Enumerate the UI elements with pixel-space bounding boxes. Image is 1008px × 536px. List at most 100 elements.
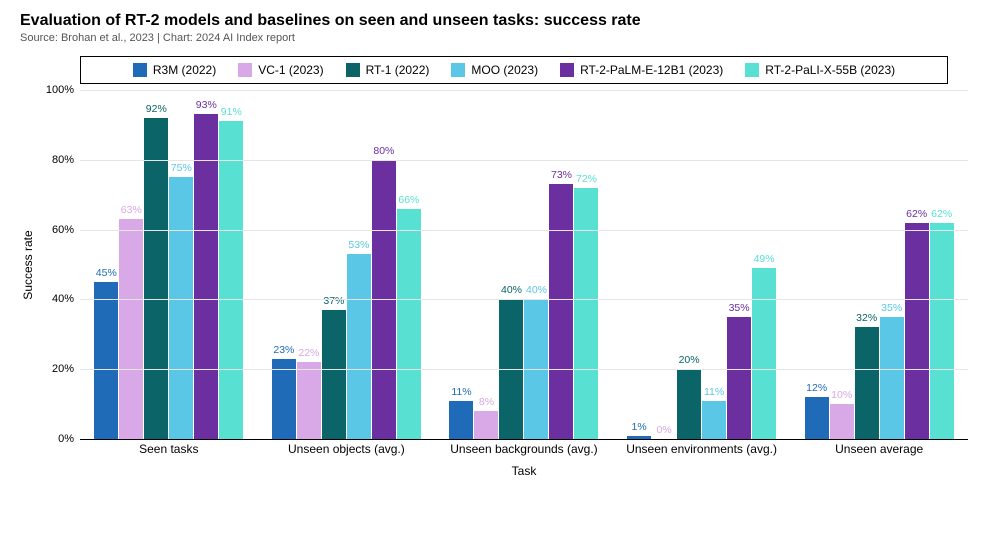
bar-group: 12%10%32%35%62%62% — [790, 90, 968, 439]
bar-value-label: 53% — [348, 239, 369, 251]
bar: 93% — [194, 114, 218, 439]
x-tick: Unseen environments (avg.) — [613, 442, 791, 456]
bar-value-label: 49% — [754, 253, 775, 265]
bar-value-label: 40% — [501, 284, 522, 296]
gridline — [80, 299, 968, 300]
bar-value-label: 45% — [96, 267, 117, 279]
gridline — [80, 90, 968, 91]
legend-label: R3M (2022) — [153, 63, 216, 77]
bar: 53% — [347, 254, 371, 439]
bar-value-label: 40% — [526, 284, 547, 296]
bar-value-label: 0% — [656, 424, 671, 436]
bar-value-label: 22% — [298, 347, 319, 359]
y-tick: 100% — [40, 84, 74, 96]
bar-value-label: 35% — [881, 302, 902, 314]
bar: 1% — [627, 436, 651, 439]
legend-swatch — [745, 63, 759, 77]
plot-area: Success rate 45%63%92%75%93%91%23%22%37%… — [80, 90, 968, 440]
bar: 91% — [219, 121, 243, 439]
gridline — [80, 230, 968, 231]
legend-swatch — [133, 63, 147, 77]
x-ticks: Seen tasksUnseen objects (avg.)Unseen ba… — [80, 442, 968, 456]
bar: 73% — [549, 184, 573, 439]
bar: 11% — [449, 401, 473, 439]
bar: 11% — [702, 401, 726, 439]
legend-swatch — [346, 63, 360, 77]
legend-label: VC-1 (2023) — [258, 63, 323, 77]
bar: 12% — [805, 397, 829, 439]
legend-item: RT-2-PaLM-E-12B1 (2023) — [560, 63, 723, 77]
bar-value-label: 37% — [323, 295, 344, 307]
bar: 8% — [474, 411, 498, 439]
bar-value-label: 93% — [196, 99, 217, 111]
legend-item: MOO (2023) — [451, 63, 538, 77]
y-tick: 0% — [40, 433, 74, 445]
legend-item: VC-1 (2023) — [238, 63, 323, 77]
y-axis-label: Success rate — [21, 230, 35, 299]
x-tick: Unseen objects (avg.) — [258, 442, 436, 456]
legend-label: RT-2-PaLI-X-55B (2023) — [765, 63, 895, 77]
bar-value-label: 91% — [221, 106, 242, 118]
chart: Success rate 45%63%92%75%93%91%23%22%37%… — [80, 90, 968, 480]
bar-value-label: 10% — [831, 389, 852, 401]
gridline — [80, 369, 968, 370]
legend-item: RT-2-PaLI-X-55B (2023) — [745, 63, 895, 77]
bar: 63% — [119, 219, 143, 439]
legend-label: MOO (2023) — [471, 63, 538, 77]
legend-swatch — [238, 63, 252, 77]
legend-label: RT-2-PaLM-E-12B1 (2023) — [580, 63, 723, 77]
bar-value-label: 12% — [806, 382, 827, 394]
bar: 32% — [855, 327, 879, 439]
y-tick: 60% — [40, 224, 74, 236]
y-tick: 20% — [40, 363, 74, 375]
bar: 62% — [905, 223, 929, 439]
bar-value-label: 62% — [931, 208, 952, 220]
legend-swatch — [560, 63, 574, 77]
bar-value-label: 66% — [398, 194, 419, 206]
bar-groups: 45%63%92%75%93%91%23%22%37%53%80%66%11%8… — [80, 90, 968, 439]
legend-swatch — [451, 63, 465, 77]
bar-value-label: 72% — [576, 173, 597, 185]
bar: 35% — [880, 317, 904, 439]
bar: 45% — [94, 282, 118, 439]
bar-value-label: 75% — [171, 162, 192, 174]
bar: 35% — [727, 317, 751, 439]
y-tick: 80% — [40, 154, 74, 166]
bar-group: 1%0%20%11%35%49% — [613, 90, 791, 439]
bar-group: 11%8%40%40%73%72% — [435, 90, 613, 439]
bar-value-label: 32% — [856, 312, 877, 324]
bar-group: 45%63%92%75%93%91% — [80, 90, 258, 439]
y-tick: 40% — [40, 293, 74, 305]
bar-value-label: 23% — [273, 344, 294, 356]
bar: 72% — [574, 188, 598, 439]
x-tick: Seen tasks — [80, 442, 258, 456]
legend: R3M (2022) VC-1 (2023) RT-1 (2022) MOO (202… — [80, 56, 948, 84]
x-tick: Unseen backgrounds (avg.) — [435, 442, 613, 456]
bar-value-label: 11% — [704, 386, 724, 398]
bar-value-label: 80% — [373, 145, 394, 157]
bar-value-label: 62% — [906, 208, 927, 220]
legend-label: RT-1 (2022) — [366, 63, 430, 77]
bar-value-label: 73% — [551, 169, 572, 181]
bar: 75% — [169, 177, 193, 439]
bar: 66% — [397, 209, 421, 439]
x-tick: Unseen average — [790, 442, 968, 456]
bar: 37% — [322, 310, 346, 439]
bar: 23% — [272, 359, 296, 439]
bar-value-label: 20% — [679, 354, 700, 366]
legend-item: R3M (2022) — [133, 63, 216, 77]
bar: 20% — [677, 369, 701, 439]
gridline — [80, 160, 968, 161]
bar: 49% — [752, 268, 776, 439]
bar: 10% — [830, 404, 854, 439]
bar-value-label: 35% — [729, 302, 750, 314]
bar-value-label: 1% — [631, 421, 646, 433]
bar-value-label: 63% — [121, 204, 142, 216]
bar: 92% — [144, 118, 168, 439]
chart-subtitle: Source: Brohan et al., 2023 | Chart: 202… — [20, 32, 988, 44]
bar-group: 23%22%37%53%80%66% — [258, 90, 436, 439]
legend-item: RT-1 (2022) — [346, 63, 430, 77]
bar: 62% — [930, 223, 954, 439]
chart-title: Evaluation of RT-2 models and baselines … — [20, 12, 988, 30]
x-axis-label: Task — [80, 464, 968, 478]
